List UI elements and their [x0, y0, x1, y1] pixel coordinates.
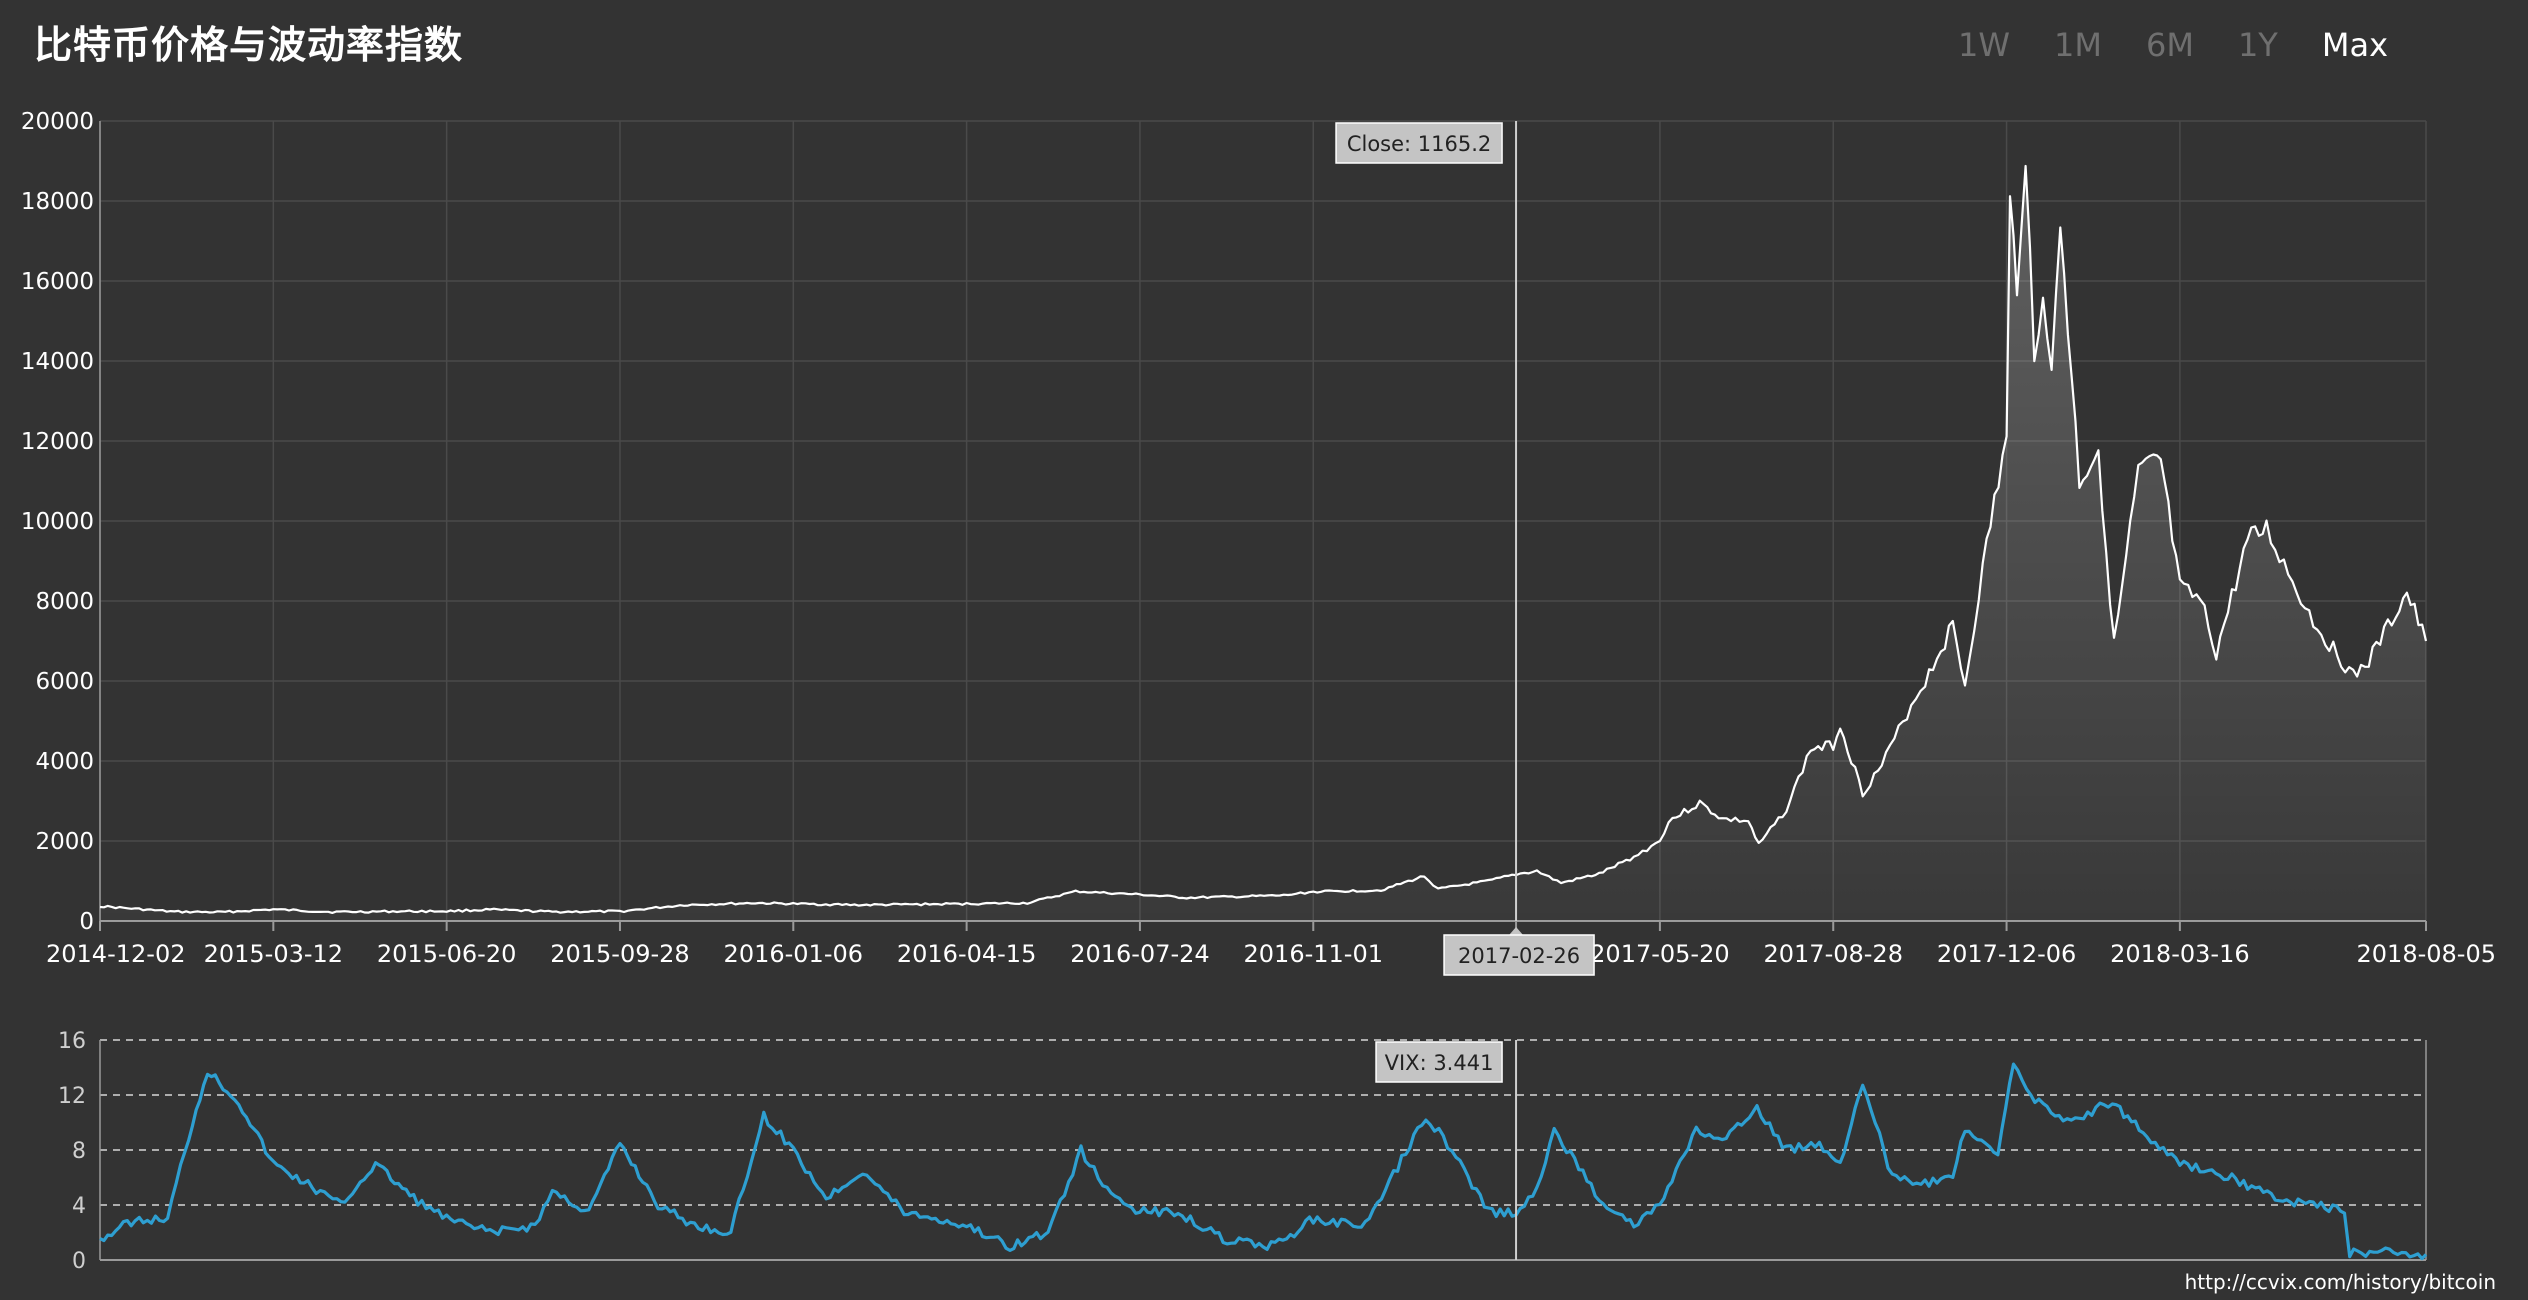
vix-tooltip-box — [1375, 1041, 1503, 1083]
price-xtick-label: 2018-03-16 — [2110, 940, 2249, 968]
vix-ytick-label: 0 — [72, 1249, 86, 1274]
price-ytick-label: 8000 — [35, 589, 94, 615]
close-tooltip-box — [1335, 122, 1503, 164]
price-ytick-label: 12000 — [21, 429, 94, 455]
price-ytick-label: 10000 — [21, 509, 94, 535]
price-xtick-label: 2016-01-06 — [724, 940, 863, 968]
price-xtick-label: 2017-05-20 — [1590, 940, 1729, 968]
price-xtick-label: 2014-12-02 — [46, 940, 185, 968]
price-ytick-label: 6000 — [35, 669, 94, 695]
price-ytick-label: 4000 — [35, 749, 94, 775]
price-xtick-label: 2016-07-24 — [1070, 940, 1209, 968]
price-ytick-label: 0 — [79, 909, 94, 935]
vix-line — [99, 1062, 2428, 1261]
vix-ytick-label: 16 — [58, 1029, 86, 1054]
price-xtick-label: 2015-06-20 — [377, 940, 516, 968]
price-ytick-label: 14000 — [21, 349, 94, 375]
range-button-1m[interactable]: 1M — [2054, 26, 2102, 64]
vix-ytick-label: 12 — [58, 1084, 86, 1109]
vix-panel: 0 4 8 12 16 — [58, 1029, 2428, 1274]
range-selector: 1W 1M 6M 1Y Max — [1958, 26, 2388, 64]
range-button-6m[interactable]: 6M — [2145, 26, 2194, 64]
price-xtick-label: 2015-03-12 — [204, 940, 343, 968]
range-button-max[interactable]: Max — [2321, 26, 2388, 64]
price-xtick-label: 2018-08-05 — [2357, 940, 2496, 968]
vix-ytick-label: 4 — [72, 1194, 86, 1219]
price-line — [99, 164, 2428, 914]
vix-ytick-label: 8 — [72, 1139, 86, 1164]
date-tooltip-box — [1443, 934, 1595, 976]
range-button-1y[interactable]: 1Y — [2237, 26, 2278, 64]
price-area-fill — [100, 166, 2426, 921]
price-xtick-label: 2017-12-06 — [1937, 940, 2076, 968]
close-tooltip-label: Close: 1165.2 — [1347, 132, 1491, 156]
price-ytick-label: 16000 — [21, 269, 94, 295]
price-ytick-label: 20000 — [21, 109, 94, 135]
price-ytick-label: 18000 — [21, 189, 94, 215]
crosshair: Close: 1165.2 2017-02-26 VIX: 3.441 — [1335, 121, 1595, 1260]
vix-tooltip-label: VIX: 3.441 — [1385, 1051, 1494, 1075]
price-panel: 0 2000 4000 6000 8000 10000 12000 14000 16000 180… — [21, 109, 2496, 968]
price-xtick-label: 2016-11-01 — [1244, 940, 1383, 968]
page-title: 比特币价格与波动率指数 — [34, 23, 464, 67]
date-tooltip-label: 2017-02-26 — [1458, 944, 1580, 968]
source-link[interactable]: http://ccvix.com/history/bitcoin — [2184, 1270, 2496, 1294]
range-button-1w[interactable]: 1W — [1958, 26, 2010, 64]
price-xtick-label: 2015-09-28 — [550, 940, 689, 968]
price-ytick-label: 2000 — [35, 829, 94, 855]
price-xtick-label: 2016-04-15 — [897, 940, 1036, 968]
price-xtick-label: 2017-08-28 — [1763, 940, 1902, 968]
date-tooltip-pointer — [1509, 927, 1524, 935]
